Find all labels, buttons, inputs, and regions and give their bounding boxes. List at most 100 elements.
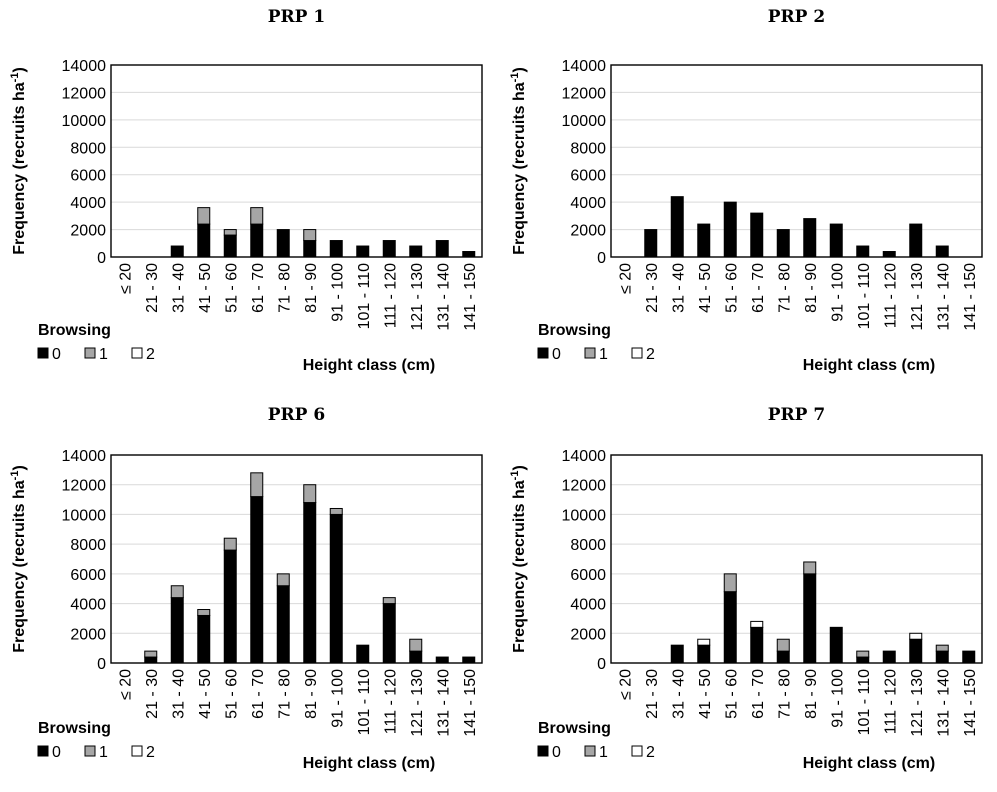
legend-swatch-1 <box>84 347 96 359</box>
y-axis-label: Frequency (recruits ha-1) <box>9 465 28 653</box>
legend-swatch-0 <box>37 745 49 757</box>
bar-121-130-browsing-0 <box>909 223 923 258</box>
x-tick-label: 81 - 90 <box>303 669 320 719</box>
y-axis-label-text: Frequency (recruits ha <box>11 480 28 653</box>
x-tick-label: 71 - 80 <box>776 669 793 719</box>
x-tick-label: 121 - 130 <box>909 263 926 331</box>
bar-121-130-browsing-0 <box>909 638 923 664</box>
y-tick-label: 4000 <box>570 195 606 212</box>
legend-swatch-2 <box>131 347 143 359</box>
bar-111-120-browsing-0 <box>882 650 896 664</box>
x-tick-label: 111 - 120 <box>882 263 899 328</box>
legend-label-0: 0 <box>552 346 561 363</box>
legend-label-2: 2 <box>646 744 655 761</box>
y-tick-label: 10000 <box>62 113 107 130</box>
bar-131-140-browsing-0 <box>935 245 949 258</box>
x-tick-label: 41 - 50 <box>197 263 214 313</box>
bar-51-60-browsing-0 <box>723 591 737 664</box>
y-tick-label: 12000 <box>562 85 607 102</box>
y-tick-label: 10000 <box>62 507 107 524</box>
chart-panel-4: PRP 7 0 2000 4000 6000 8000 10000 12000 14000 Fre… <box>509 405 983 772</box>
legend-swatch-0 <box>37 347 49 359</box>
bar-21-30-browsing-0 <box>144 656 158 664</box>
bar-41-50-browsing-0 <box>697 644 711 664</box>
bar-91-100-browsing-1 <box>329 507 343 515</box>
x-tick-label: 51 - 60 <box>723 263 740 313</box>
bar-81-90-browsing-0 <box>303 502 317 664</box>
y-axis-label-superscript: -1 <box>9 471 21 481</box>
x-tick-label: 131 - 140 <box>435 263 452 331</box>
x-tick-label: 71 - 80 <box>776 263 793 313</box>
x-tick-label: ≤ 20 <box>117 263 134 294</box>
bar-21-30-browsing-0 <box>644 229 658 258</box>
y-tick-label: 8000 <box>570 140 606 157</box>
plot-frame <box>110 454 483 664</box>
y-tick-label: 4000 <box>570 597 606 614</box>
bar-111-120-browsing-1 <box>382 597 396 605</box>
y-axis-label-close: ) <box>511 67 528 72</box>
y-tick-label: 2000 <box>70 626 106 643</box>
x-tick-label: 51 - 60 <box>223 263 240 313</box>
x-tick-label: 111 - 120 <box>882 669 899 734</box>
y-tick-label: 6000 <box>70 168 106 185</box>
bar-111-120-browsing-0 <box>382 240 396 258</box>
x-tick-label: 31 - 40 <box>170 669 187 719</box>
bar-41-50-browsing-1 <box>197 609 211 616</box>
y-axis-label-close: ) <box>11 465 28 470</box>
y-tick-label: 12000 <box>62 85 107 102</box>
legend-label-1: 1 <box>99 744 108 761</box>
legend-swatch-0 <box>537 347 549 359</box>
bar-141-150-browsing-0 <box>462 656 476 664</box>
y-tick-label: 14000 <box>562 58 607 75</box>
bar-101-110-browsing-0 <box>856 656 870 664</box>
bar-81-90-browsing-1 <box>803 561 817 575</box>
legend-label-1: 1 <box>599 744 608 761</box>
y-tick-label: 10000 <box>562 113 607 130</box>
bar-61-70-browsing-0 <box>250 223 264 258</box>
bar-41-50-browsing-0 <box>197 223 211 258</box>
x-tick-label: 101 - 110 <box>856 669 873 736</box>
x-tick-label: 131 - 140 <box>935 263 952 331</box>
bar-121-130-browsing-0 <box>409 245 423 258</box>
bar-61-70-browsing-1 <box>250 207 264 225</box>
x-tick-label: 41 - 50 <box>197 669 214 719</box>
legend-title: Browsing <box>38 322 111 339</box>
x-tick-label: 41 - 50 <box>697 669 714 719</box>
x-tick-label: 91 - 100 <box>329 669 346 728</box>
bar-91-100-browsing-0 <box>829 223 843 258</box>
x-tick-label: 111 - 120 <box>382 669 399 734</box>
legend-swatch-1 <box>84 745 96 757</box>
bar-121-130-browsing-0 <box>409 650 423 664</box>
y-tick-label: 6000 <box>570 567 606 584</box>
bar-131-140-browsing-0 <box>435 656 449 664</box>
bar-31-40-browsing-0 <box>670 196 684 258</box>
x-tick-label: 111 - 120 <box>382 263 399 328</box>
legend-label-1: 1 <box>99 346 108 363</box>
bar-111-120-browsing-0 <box>382 603 396 664</box>
x-tick-label: 71 - 80 <box>276 263 293 313</box>
bar-61-70-browsing-0 <box>750 626 764 664</box>
y-tick-label: 14000 <box>62 58 107 75</box>
bar-71-80-browsing-1 <box>276 573 290 587</box>
bar-41-50-browsing-0 <box>697 223 711 258</box>
bar-101-110-browsing-0 <box>356 245 370 258</box>
y-tick-label: 10000 <box>562 507 607 524</box>
legend-title: Browsing <box>538 720 611 737</box>
legend-label-2: 2 <box>146 346 155 363</box>
y-axis-label-text: Frequency (recruits ha <box>511 82 528 255</box>
bar-91-100-browsing-0 <box>329 240 343 258</box>
legend-swatch-1 <box>584 745 596 757</box>
legend-label-0: 0 <box>52 346 61 363</box>
x-tick-label: 41 - 50 <box>697 263 714 313</box>
bar-141-150-browsing-0 <box>462 251 476 258</box>
legend-swatch-2 <box>631 745 643 757</box>
x-tick-label: 31 - 40 <box>170 263 187 313</box>
legend-title: Browsing <box>538 322 611 339</box>
bar-51-60-browsing-1 <box>223 229 237 236</box>
y-tick-label: 0 <box>597 250 606 267</box>
x-tick-label: 51 - 60 <box>223 669 240 719</box>
bar-81-90-browsing-0 <box>803 573 817 664</box>
y-axis-label-close: ) <box>511 465 528 470</box>
y-tick-label: 4000 <box>70 597 106 614</box>
